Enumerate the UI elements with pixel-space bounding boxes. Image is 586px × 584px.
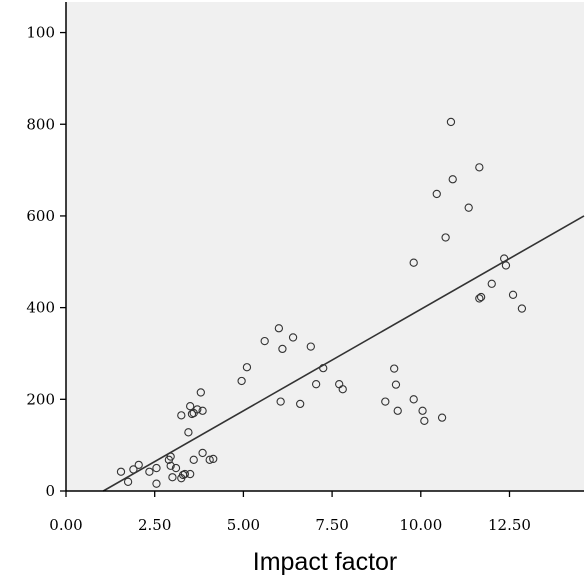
data-point bbox=[517, 304, 527, 313]
data-point bbox=[209, 454, 218, 464]
x-tick-label: 5.00 bbox=[227, 516, 260, 534]
data-point bbox=[390, 364, 399, 373]
data-point bbox=[189, 455, 198, 464]
x-tick-label: 7.50 bbox=[315, 516, 348, 534]
y-tick-label: 100 bbox=[26, 24, 55, 42]
data-point bbox=[288, 333, 298, 342]
data-point bbox=[508, 290, 518, 299]
data-point bbox=[296, 399, 305, 409]
data-point bbox=[242, 363, 252, 372]
data-point bbox=[501, 261, 511, 270]
data-point bbox=[168, 473, 177, 482]
y-tick-label: 0 bbox=[45, 482, 55, 500]
data-point bbox=[196, 388, 205, 397]
data-point bbox=[278, 344, 287, 354]
data-point bbox=[418, 406, 427, 415]
data-point bbox=[437, 413, 447, 422]
fit-line bbox=[102, 215, 585, 492]
data-point bbox=[145, 467, 154, 476]
data-point bbox=[476, 292, 486, 302]
data-point bbox=[186, 402, 195, 411]
data-point bbox=[446, 117, 456, 127]
data-point bbox=[475, 294, 484, 303]
data-point bbox=[198, 448, 207, 458]
data-point bbox=[184, 428, 193, 437]
x-tick-label: 0.00 bbox=[49, 516, 82, 534]
data-point bbox=[441, 233, 450, 242]
data-point bbox=[152, 463, 161, 473]
data-point bbox=[260, 336, 269, 346]
data-point bbox=[198, 406, 207, 415]
y-tick-label: 600 bbox=[26, 207, 55, 225]
data-point bbox=[152, 479, 161, 488]
data-point bbox=[475, 163, 484, 172]
data-point bbox=[391, 380, 401, 389]
data-point bbox=[166, 461, 175, 470]
x-axis-title: Impact factor bbox=[253, 548, 398, 576]
data-point bbox=[432, 189, 441, 199]
data-point bbox=[180, 469, 190, 479]
data-point bbox=[393, 406, 402, 415]
y-tick-label: 400 bbox=[26, 299, 55, 317]
data-point bbox=[306, 342, 315, 351]
y-tick-label: 800 bbox=[26, 115, 55, 133]
x-tick-label: 10.00 bbox=[399, 516, 442, 534]
data-point bbox=[448, 175, 457, 184]
data-point bbox=[116, 467, 126, 476]
data-point bbox=[420, 416, 429, 426]
x-ticks: 0.00 2.50 5.00 7.50 10.00 12.50 bbox=[49, 491, 531, 534]
data-point bbox=[276, 397, 285, 406]
x-tick-label: 2.50 bbox=[138, 516, 171, 534]
data-point bbox=[487, 279, 496, 288]
data-point bbox=[193, 405, 202, 414]
points-layer bbox=[116, 117, 527, 488]
data-point bbox=[409, 395, 418, 404]
data-point bbox=[177, 411, 186, 420]
data-point bbox=[274, 324, 284, 333]
y-tick-label: 200 bbox=[26, 390, 55, 408]
data-point bbox=[171, 463, 181, 473]
data-point bbox=[338, 385, 347, 394]
data-point bbox=[381, 397, 390, 406]
data-point bbox=[311, 380, 321, 389]
data-point bbox=[123, 477, 133, 486]
data-point bbox=[186, 469, 195, 479]
plot-area bbox=[66, 2, 584, 491]
y-ticks: 0 200 400 600 800 100 bbox=[26, 24, 66, 500]
data-point bbox=[237, 376, 246, 386]
data-point bbox=[134, 460, 143, 470]
data-point bbox=[409, 258, 418, 267]
data-point bbox=[205, 455, 214, 464]
data-point bbox=[464, 203, 473, 212]
x-tick-label: 12.50 bbox=[488, 516, 531, 534]
